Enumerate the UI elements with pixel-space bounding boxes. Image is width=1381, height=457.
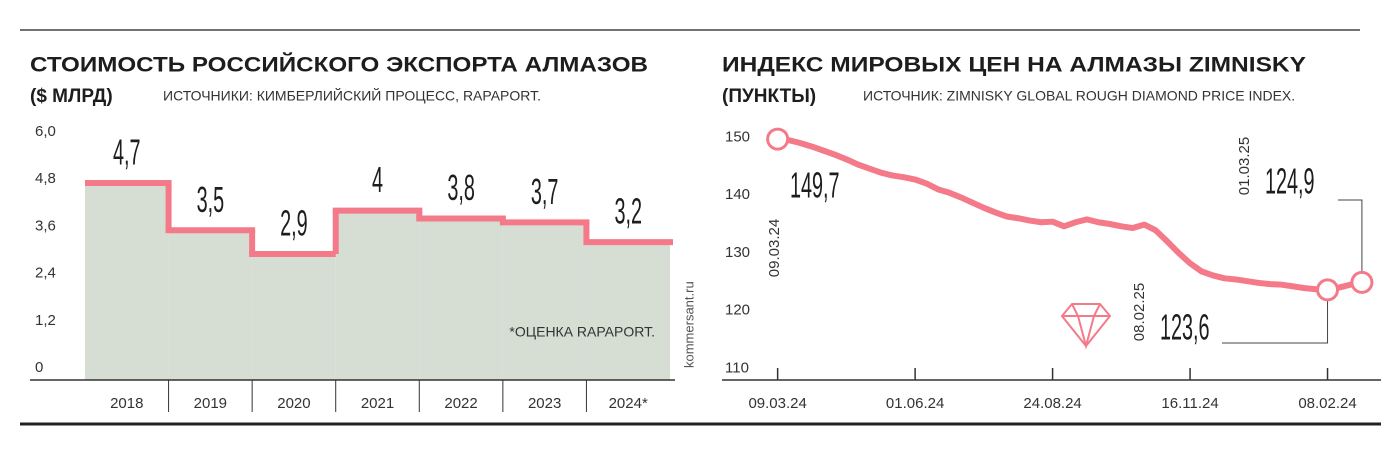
x-tick-label: 24.08.24 bbox=[1023, 395, 1081, 412]
area bbox=[335, 210, 420, 380]
area bbox=[252, 253, 336, 380]
leader-line bbox=[1338, 199, 1363, 273]
value-label: 4 bbox=[372, 161, 383, 201]
value-label: 4,7 bbox=[113, 134, 141, 174]
source: ИСТОЧНИКИ: КИМБЕРЛИЙСКИЙ ПРОЦЕСС, RAPAPO… bbox=[163, 87, 541, 104]
area bbox=[586, 242, 670, 380]
line bbox=[774, 136, 1365, 293]
value-label: 2,9 bbox=[280, 204, 308, 244]
value-label: 3,7 bbox=[531, 173, 559, 213]
y-tick-label: 1,2 bbox=[35, 312, 56, 329]
x-tick-label: 01.06.24 bbox=[886, 395, 944, 412]
leader-line bbox=[1222, 299, 1329, 344]
y-tick-label: 150 bbox=[725, 128, 750, 145]
chart-title: ИНДЕКС МИРОВЫХ ЦЕН НА АЛМАЗЫ ZIMNISKY bbox=[722, 54, 1306, 77]
point bbox=[1350, 270, 1374, 294]
point bbox=[766, 127, 790, 151]
y-tick-label: 4,8 bbox=[35, 170, 56, 187]
x-tick-label: 2018 bbox=[110, 395, 143, 412]
x-tick-label: 08.02.24 bbox=[1298, 395, 1356, 412]
value-label: 124,9 bbox=[1265, 163, 1315, 203]
chart-subtitle: ($ МЛРД) bbox=[30, 86, 113, 107]
diamond-icon bbox=[1060, 303, 1112, 350]
y-tick-label: 3,6 bbox=[35, 217, 56, 234]
x-tick-label: 16.11.24 bbox=[1161, 395, 1218, 412]
area bbox=[85, 183, 169, 380]
x-tick-label: 2019 bbox=[194, 395, 227, 412]
area bbox=[419, 218, 503, 380]
x-tick-label: 2024* bbox=[609, 395, 648, 412]
value-label: 3,8 bbox=[447, 169, 475, 209]
x-tick-label: 2023 bbox=[528, 395, 561, 412]
source: ИСТОЧНИК: ZIMNISKY GLOBAL ROUGH DIAMOND … bbox=[863, 88, 1295, 104]
value-label: 3,2 bbox=[614, 193, 642, 233]
date-label: 09.03.24 bbox=[766, 219, 783, 277]
chart-title: СТОИМОСТЬ РОССИЙСКОГО ЭКСПОРТА АЛМАЗОВ bbox=[30, 53, 648, 77]
x-tick-label: 2020 bbox=[277, 395, 310, 412]
value-label: 3,5 bbox=[197, 181, 225, 221]
value-label: 149,7 bbox=[790, 167, 840, 207]
chart-subtitle: (ПУНКТЫ) bbox=[722, 86, 816, 107]
value-label: 123,6 bbox=[1160, 309, 1210, 349]
area bbox=[502, 222, 587, 380]
x-tick-label: 2021 bbox=[361, 395, 394, 412]
y-tick-label: 130 bbox=[725, 244, 750, 261]
x-tick-label: 2022 bbox=[444, 395, 477, 412]
note: *ОЦЕНКА RAPAPORT. bbox=[509, 324, 655, 340]
y-tick-label: 0 bbox=[35, 359, 43, 376]
x-tick-label: 09.03.24 bbox=[748, 395, 806, 412]
y-tick-label: 110 bbox=[725, 359, 749, 376]
y-tick-label: 140 bbox=[725, 186, 750, 203]
y-tick-label: 6,0 bbox=[35, 123, 56, 140]
date-label: 01.03.25 bbox=[1236, 137, 1253, 195]
y-tick-label: 120 bbox=[725, 302, 750, 319]
area bbox=[168, 230, 253, 380]
point bbox=[1316, 278, 1340, 302]
credit: kommersant.ru bbox=[681, 281, 696, 368]
y-tick-label: 2,4 bbox=[35, 265, 56, 282]
date-label: 08.02.25 bbox=[1131, 283, 1148, 341]
